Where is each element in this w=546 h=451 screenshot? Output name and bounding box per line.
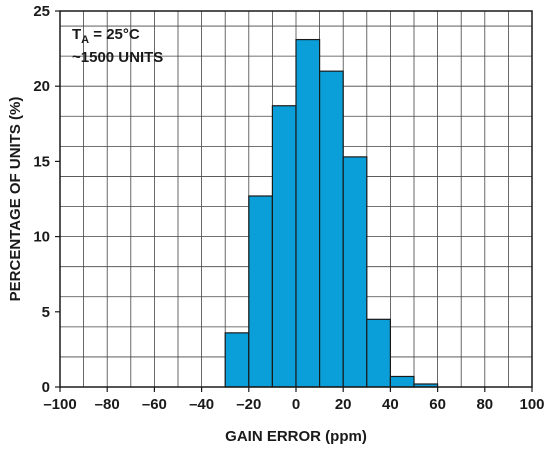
x-tick-label: –60 — [142, 396, 167, 413]
histogram-bar — [271, 105, 297, 388]
axis-ticks: –100 –80 –60 –40 –20 0 20 40 60 80 100 0 5 10 15 20 25 — [33, 3, 544, 413]
annotation-t-main: T — [72, 26, 81, 43]
histogram-bar — [342, 156, 368, 388]
x-tick-label: –100 — [43, 396, 76, 413]
x-tick-label: 40 — [382, 396, 399, 413]
x-tick-label: –40 — [189, 396, 214, 413]
x-tick-label: –80 — [95, 396, 120, 413]
x-tick-label: 100 — [519, 396, 544, 413]
x-tick-label: 20 — [335, 396, 352, 413]
x-tick-label: –20 — [236, 396, 261, 413]
histogram-bar — [248, 195, 274, 388]
histogram-bar — [295, 38, 321, 388]
y-tick-label: 15 — [33, 153, 50, 170]
x-tick-label: 0 — [292, 396, 300, 413]
annotation-units: ~1500 UNITS — [72, 49, 163, 66]
annotation-box: TA = 25°C ~1500 UNITS — [72, 26, 163, 66]
y-tick-label: 20 — [33, 78, 50, 95]
x-axis-title: GAIN ERROR (ppm) — [225, 428, 367, 445]
x-tick-label: 60 — [429, 396, 446, 413]
y-tick-label: 25 — [33, 3, 50, 20]
histogram-bar — [389, 375, 415, 388]
annotation-t-subscript: A — [81, 34, 89, 46]
y-tick-label: 5 — [42, 304, 50, 321]
histogram-bar — [366, 318, 391, 388]
histogram-bars — [224, 38, 439, 388]
histogram-bar — [319, 70, 344, 388]
y-tick-label: 10 — [33, 229, 50, 246]
y-tick-label: 0 — [42, 379, 50, 396]
y-axis-title: PERCENTAGE OF UNITS (%) — [7, 97, 24, 302]
histogram-bar — [224, 332, 250, 388]
annotation-t-value: = 25°C — [89, 26, 140, 43]
x-tick-label: 80 — [476, 396, 493, 413]
annotation-temperature: TA = 25°C — [72, 26, 140, 46]
